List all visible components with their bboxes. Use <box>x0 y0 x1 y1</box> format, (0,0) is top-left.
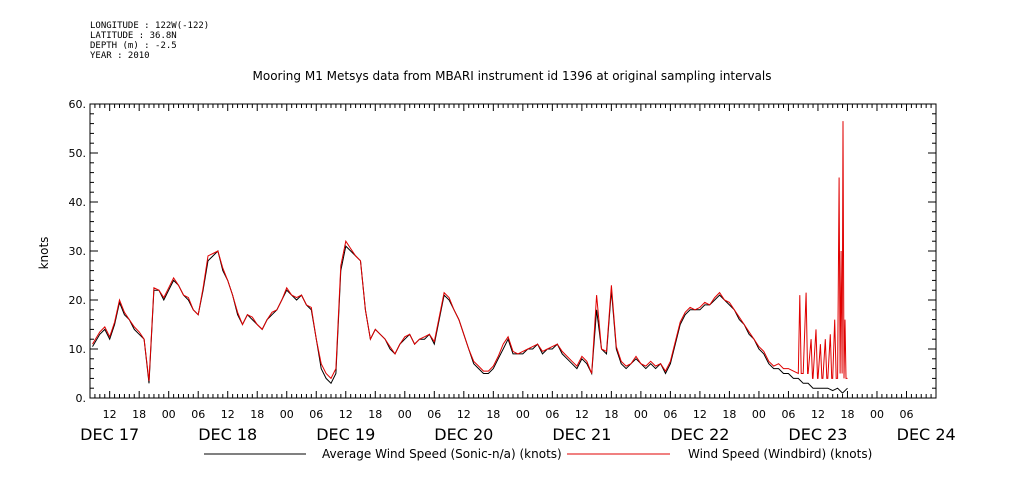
x-hour-tick-label: 00 <box>870 408 884 421</box>
x-hour-tick-label: 18 <box>132 408 146 421</box>
series-layer <box>92 121 848 394</box>
x-hour-tick-label: 06 <box>899 408 913 421</box>
chart-title: Mooring M1 Metsys data from MBARI instru… <box>253 69 772 83</box>
x-hour-tick-label: 18 <box>368 408 382 421</box>
x-hour-tick-label: 18 <box>486 408 500 421</box>
x-hour-tick-label: 06 <box>309 408 323 421</box>
legend: Average Wind Speed (Sonic-n/a) (knots) Wi… <box>204 447 872 461</box>
metadata-block: LONGITUDE : 122W(-122) LATITUDE : 36.8N … <box>90 21 209 61</box>
x-hour-tick-label: 18 <box>604 408 618 421</box>
x-day-label: DEC 21 <box>552 425 611 444</box>
x-hour-tick-label: 06 <box>545 408 559 421</box>
x-day-label: DEC 23 <box>788 425 847 444</box>
x-hour-tick-label: 00 <box>398 408 412 421</box>
x-day-label: DEC 22 <box>670 425 729 444</box>
x-hour-tick-label: 06 <box>191 408 205 421</box>
y-tick-label: 0. <box>76 392 87 405</box>
x-day-label: DEC 24 <box>897 425 956 444</box>
x-hour-tick-label: 18 <box>722 408 736 421</box>
x-hour-tick-label: 00 <box>280 408 294 421</box>
x-hour-tick-label: 00 <box>752 408 766 421</box>
y-tick-label: 20. <box>69 294 87 307</box>
x-day-label: DEC 20 <box>434 425 493 444</box>
y-tick-label: 60. <box>69 98 87 111</box>
x-day-label: DEC 19 <box>316 425 375 444</box>
x-hour-tick-label: 06 <box>663 408 677 421</box>
y-tick-label: 50. <box>69 147 87 160</box>
y-tick-label: 30. <box>69 245 87 258</box>
x-hour-tick-label: 12 <box>103 408 117 421</box>
x-hour-tick-label: 18 <box>250 408 264 421</box>
x-hour-tick-label: 12 <box>575 408 589 421</box>
year-label: YEAR : 2010 <box>90 51 150 61</box>
y-axis: 0. 10. 20. 30. 40. 50. 60. <box>69 98 936 405</box>
legend-label: Wind Speed (Windbird) (knots) <box>688 447 872 461</box>
x-hour-tick-label: 06 <box>781 408 795 421</box>
depth-label: DEPTH (m) : -2.5 <box>90 41 177 51</box>
longitude-label: LONGITUDE : 122W(-122) <box>90 21 210 31</box>
x-hour-tick-label: 12 <box>457 408 471 421</box>
x-day-label: DEC 17 <box>80 425 139 444</box>
x-hour-tick-label: 00 <box>162 408 176 421</box>
y-tick-label: 40. <box>69 196 87 209</box>
x-hour-tick-label: 12 <box>693 408 707 421</box>
latitude-label: LATITUDE : 36.8N <box>90 31 177 41</box>
x-hour-tick-label: 12 <box>221 408 235 421</box>
legend-label: Average Wind Speed (Sonic-n/a) (knots) <box>322 447 562 461</box>
x-hour-tick-label: 18 <box>840 408 854 421</box>
x-hour-tick-label: 00 <box>516 408 530 421</box>
y-axis-label: knots <box>37 237 51 270</box>
x-hour-tick-label: 06 <box>427 408 441 421</box>
series-line-windbird-wind-speed <box>92 121 848 381</box>
x-axis: 12 18 00 06 12 18 00 06 12 18 00 06 12 18 00 06 12 18 00 06… <box>80 104 956 444</box>
x-day-label: DEC 18 <box>198 425 257 444</box>
x-hour-tick-label: 00 <box>634 408 648 421</box>
y-tick-label: 10. <box>69 343 87 356</box>
x-hour-tick-label: 12 <box>339 408 353 421</box>
x-hour-tick-label: 12 <box>811 408 825 421</box>
